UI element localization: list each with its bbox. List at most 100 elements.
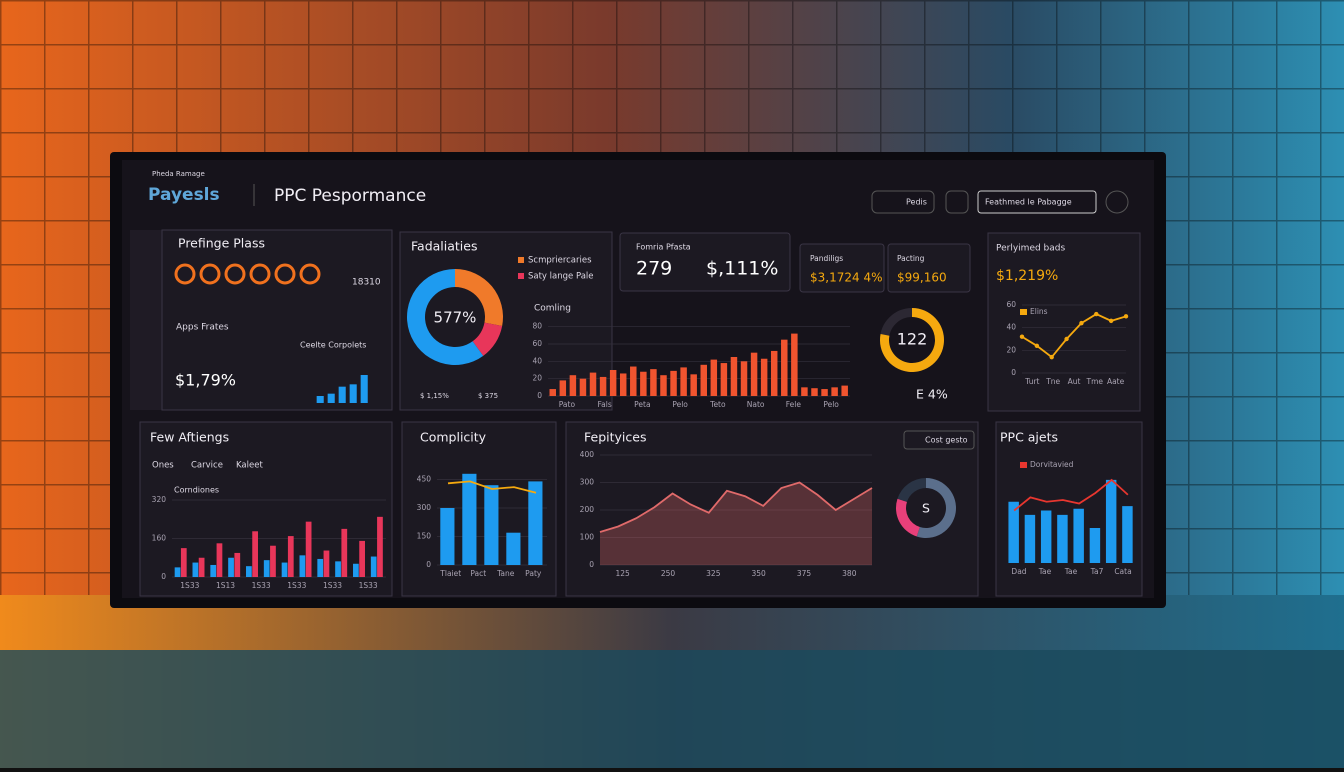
legend-swatch bbox=[518, 257, 524, 263]
y-tick-label: 0 bbox=[589, 560, 594, 569]
bar bbox=[750, 352, 758, 396]
y-tick-label: 20 bbox=[1006, 345, 1016, 354]
x-tick-label: Aate bbox=[1107, 377, 1125, 386]
tab[interactable]: Ones bbox=[152, 461, 174, 471]
x-tick-label: Dad bbox=[1011, 567, 1026, 576]
legend-label: Scmpriercaries bbox=[528, 256, 592, 266]
x-tick-label: Teto bbox=[709, 400, 726, 409]
point bbox=[1123, 314, 1129, 319]
card-label: Pandiligs bbox=[810, 254, 843, 263]
panel-title: Perlyimed bads bbox=[996, 244, 1065, 254]
brand: Payesls bbox=[148, 185, 220, 205]
bar bbox=[660, 375, 667, 396]
panel-title: Few Aftiengs bbox=[150, 430, 229, 445]
x-tick-label: Pato bbox=[559, 400, 576, 409]
bar bbox=[579, 378, 587, 396]
bar bbox=[559, 380, 567, 396]
bar bbox=[335, 561, 341, 577]
panel-title: Fepityices bbox=[584, 430, 646, 445]
button[interactable] bbox=[871, 190, 935, 214]
bar bbox=[528, 481, 543, 565]
button[interactable] bbox=[903, 430, 975, 450]
bar bbox=[630, 366, 637, 396]
button-label[interactable]: Cost gesto bbox=[925, 436, 968, 445]
donut-center: 577% bbox=[434, 309, 477, 327]
bar bbox=[1122, 506, 1133, 563]
x-tick-label: Tane bbox=[496, 569, 515, 578]
y-tick-label: 0 bbox=[426, 560, 431, 569]
tab[interactable]: Carvice bbox=[191, 461, 223, 471]
bar bbox=[1105, 479, 1117, 563]
bar bbox=[228, 557, 234, 577]
y-tick-label: 320 bbox=[152, 495, 167, 504]
panel-title: Fadaliaties bbox=[411, 239, 477, 254]
x-tick-label: Fele bbox=[786, 400, 802, 409]
panel bbox=[161, 229, 393, 411]
bar bbox=[1057, 514, 1068, 563]
point bbox=[1079, 320, 1084, 326]
stat: 18310 bbox=[352, 278, 381, 288]
bar bbox=[327, 393, 335, 403]
x-tick-label: Paty bbox=[525, 569, 542, 578]
y-tick-label: 0 bbox=[537, 391, 542, 400]
bar bbox=[305, 521, 312, 577]
donut-slice bbox=[896, 498, 920, 537]
search-box[interactable] bbox=[977, 190, 1097, 214]
bar bbox=[198, 557, 205, 577]
button-label[interactable]: Pedis bbox=[906, 198, 927, 207]
point bbox=[1064, 336, 1069, 342]
bar bbox=[359, 540, 365, 577]
x-tick-label: Tlaiet bbox=[439, 569, 461, 578]
bar bbox=[1089, 528, 1101, 563]
y-tick-label: 60 bbox=[532, 339, 542, 348]
panel-title: Complicity bbox=[420, 430, 487, 445]
bar bbox=[234, 552, 241, 577]
legend-label: Elins bbox=[1030, 307, 1048, 316]
bar bbox=[349, 384, 357, 403]
bar bbox=[287, 536, 294, 577]
x-tick-label: Tae bbox=[1064, 567, 1078, 576]
x-tick-label: 380 bbox=[842, 569, 857, 578]
bar bbox=[484, 485, 499, 565]
card-label: Pacting bbox=[897, 254, 925, 263]
line bbox=[1013, 478, 1129, 512]
brand-small: Pheda Ramage bbox=[152, 170, 205, 178]
x-tick-label: Nato bbox=[747, 400, 765, 409]
y-tick-label: 40 bbox=[1006, 323, 1016, 332]
bar bbox=[811, 388, 818, 396]
bar bbox=[341, 528, 348, 577]
bar bbox=[216, 543, 223, 577]
settings-button[interactable] bbox=[1105, 190, 1129, 214]
bar bbox=[1024, 514, 1036, 563]
y-tick-label: 80 bbox=[532, 322, 542, 331]
panel bbox=[799, 243, 885, 293]
x-tick-label: Tme bbox=[1086, 377, 1104, 386]
y-tick-label: 300 bbox=[580, 478, 595, 487]
bar bbox=[700, 364, 707, 396]
bar bbox=[710, 359, 718, 396]
bar bbox=[791, 333, 798, 396]
bar bbox=[316, 396, 324, 403]
y-tick-label: 450 bbox=[417, 475, 432, 484]
bar bbox=[609, 370, 617, 396]
chart-title: Comling bbox=[534, 304, 571, 314]
bar bbox=[801, 387, 808, 396]
tab[interactable]: Kaleet bbox=[236, 461, 263, 471]
bar bbox=[370, 556, 377, 577]
bar bbox=[323, 550, 330, 577]
search-text[interactable]: Feathmed le Pabagge bbox=[985, 198, 1072, 207]
y-tick-label: 0 bbox=[1011, 368, 1016, 377]
donut-slice bbox=[916, 477, 957, 539]
legend-label: Saty lange Pale bbox=[528, 272, 594, 282]
bar bbox=[263, 560, 270, 577]
x-tick-label: Peta bbox=[634, 400, 650, 409]
x-tick-label: Tne bbox=[1045, 377, 1060, 386]
bar bbox=[506, 532, 521, 565]
icon-button[interactable] bbox=[945, 190, 969, 214]
bar bbox=[690, 374, 697, 396]
panel bbox=[995, 421, 1143, 597]
point bbox=[1094, 311, 1099, 317]
bar bbox=[270, 545, 276, 577]
bar bbox=[730, 357, 738, 396]
y-tick-label: 60 bbox=[1006, 300, 1016, 309]
